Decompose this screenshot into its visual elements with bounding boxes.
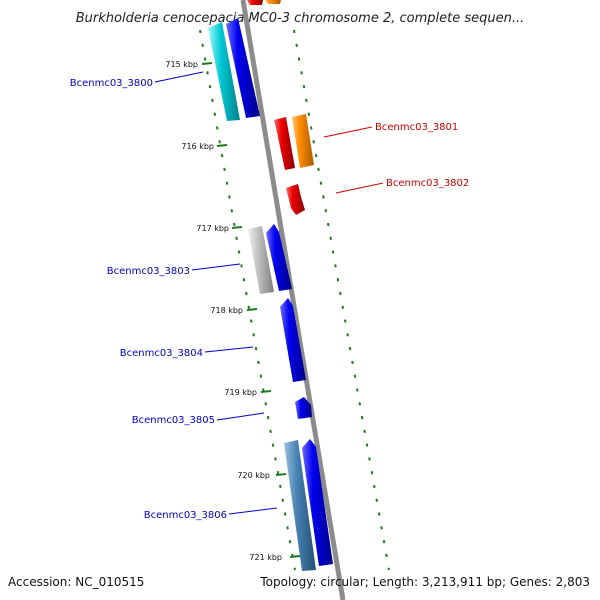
- tick-mark-721: [289, 555, 301, 558]
- chromosome-backbone: [240, 0, 346, 600]
- callout-line-3806: [228, 507, 278, 515]
- tick-label-715: 715 kbp: [165, 60, 198, 69]
- tick-mark-720: [275, 473, 287, 476]
- tick-mark-717: [231, 226, 243, 229]
- tick-label-716: 716 kbp: [181, 142, 214, 151]
- gene-features: [208, 0, 333, 571]
- gene-feature-3806-blue: [302, 439, 333, 566]
- gene-feature-top-red: [247, 0, 263, 5]
- tick-mark-718: [246, 308, 258, 311]
- gene-feature-3805-blue: [295, 397, 312, 419]
- tick-mark-715: [201, 62, 213, 65]
- gene-feature-3804-blue: [280, 298, 306, 382]
- gene-feature-3803-blue: [266, 224, 292, 291]
- kbp-ticks: [201, 62, 301, 558]
- tick-label-720: 720 kbp: [237, 471, 270, 480]
- gene-feature-3806-steel: [284, 440, 316, 571]
- tick-label-721: 721 kbp: [249, 553, 282, 562]
- callout-line-3802: [335, 182, 384, 194]
- gene-label-3804[interactable]: Bcenmc03_3804: [120, 348, 203, 359]
- gene-callouts: [154, 71, 384, 515]
- tick-label-718: 718 kbp: [210, 306, 243, 315]
- callout-line-3800: [154, 71, 204, 83]
- accession-text: Accession: NC_010515: [8, 575, 144, 589]
- gene-feature-3800-cyan: [208, 22, 240, 121]
- gene-label-3801[interactable]: Bcenmc03_3801: [375, 122, 458, 133]
- tick-mark-716: [216, 144, 228, 147]
- gene-label-3806[interactable]: Bcenmc03_3806: [144, 510, 227, 521]
- tick-mark-719: [260, 390, 272, 393]
- gene-label-3803[interactable]: Bcenmc03_3803: [107, 266, 190, 277]
- kbp-tick-labels: 715 kbp 716 kbp 717 kbp 718 kbp 719 kbp …: [165, 60, 282, 562]
- gene-label-3805[interactable]: Bcenmc03_3805: [132, 415, 215, 426]
- callout-line-3801: [323, 126, 373, 138]
- gene-feature-top-orange: [265, 0, 281, 4]
- tick-label-717: 717 kbp: [196, 224, 229, 233]
- gene-labels: Bcenmc03_3800 Bcenmc03_3801 Bcenmc03_380…: [70, 78, 470, 521]
- callout-line-3805: [216, 412, 265, 421]
- genome-summary-text: Topology: circular; Length: 3,213,911 bp…: [259, 575, 590, 589]
- gene-feature-3803-gray: [248, 226, 274, 294]
- gene-feature-3802-red: [286, 184, 305, 215]
- tick-label-719: 719 kbp: [224, 388, 257, 397]
- gene-feature-3801-orange: [292, 114, 314, 168]
- map-title: Burkholderia cenocepacia MC0-3 chromosom…: [76, 11, 524, 26]
- callout-line-3803: [191, 263, 241, 271]
- gene-label-3802[interactable]: Bcenmc03_3802: [386, 178, 469, 189]
- gene-feature-3800-blue: [226, 18, 260, 118]
- gene-label-3800[interactable]: Bcenmc03_3800: [70, 78, 153, 89]
- gene-feature-3801-red: [274, 117, 295, 170]
- callout-line-3804: [204, 346, 254, 353]
